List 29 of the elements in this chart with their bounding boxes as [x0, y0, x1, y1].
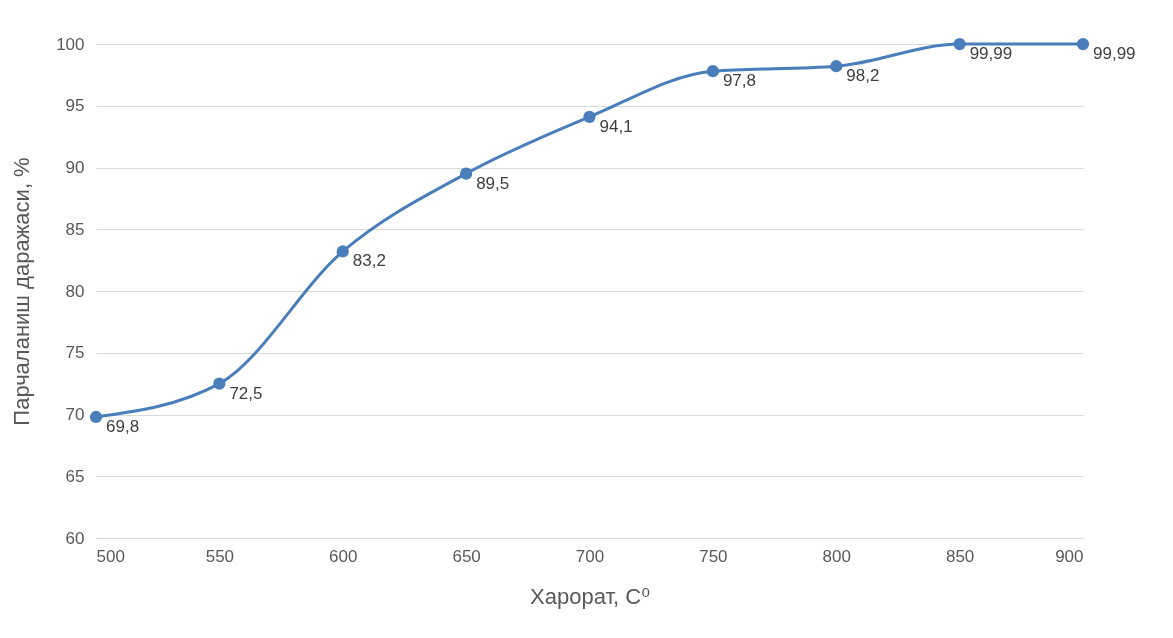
y-tick-label: 85 — [65, 219, 85, 239]
x-tick-label: 900 — [1055, 546, 1084, 566]
y-tick-label: 70 — [65, 405, 85, 424]
y-tick-label: 60 — [65, 528, 85, 548]
y-axis-title: Парчаланиш даражаси, % — [9, 157, 35, 426]
x-tick-label: 750 — [699, 546, 728, 566]
data-label: 99,99 — [969, 44, 1013, 64]
x-tick-label: 700 — [575, 546, 605, 566]
data-label: 89,5 — [476, 173, 510, 193]
data-label: 94,1 — [599, 116, 633, 136]
data-label: 83,2 — [352, 251, 386, 271]
x-tick-label: 550 — [205, 546, 235, 566]
y-tick-label: 75 — [65, 343, 85, 363]
y-tick-label: 95 — [65, 96, 85, 116]
data-label: 72,5 — [229, 383, 263, 403]
data-label: 98,2 — [846, 66, 880, 86]
data-label: 99,99 — [1093, 44, 1136, 64]
y-tick-label: 80 — [65, 281, 85, 301]
y-tick-label: 100 — [56, 34, 85, 54]
data-label: 97,8 — [722, 71, 756, 91]
x-axis-title: Харорат, C⁰ — [530, 583, 651, 609]
x-tick-label: 800 — [822, 546, 851, 566]
x-tick-label: 600 — [329, 546, 358, 566]
x-tick-label: 850 — [945, 546, 975, 566]
x-tick-label: 500 — [96, 546, 125, 566]
y-tick-label: 90 — [65, 158, 85, 177]
x-tick-label: 650 — [452, 546, 481, 566]
y-tick-label: 65 — [65, 466, 85, 486]
data-label: 69,8 — [106, 416, 140, 436]
